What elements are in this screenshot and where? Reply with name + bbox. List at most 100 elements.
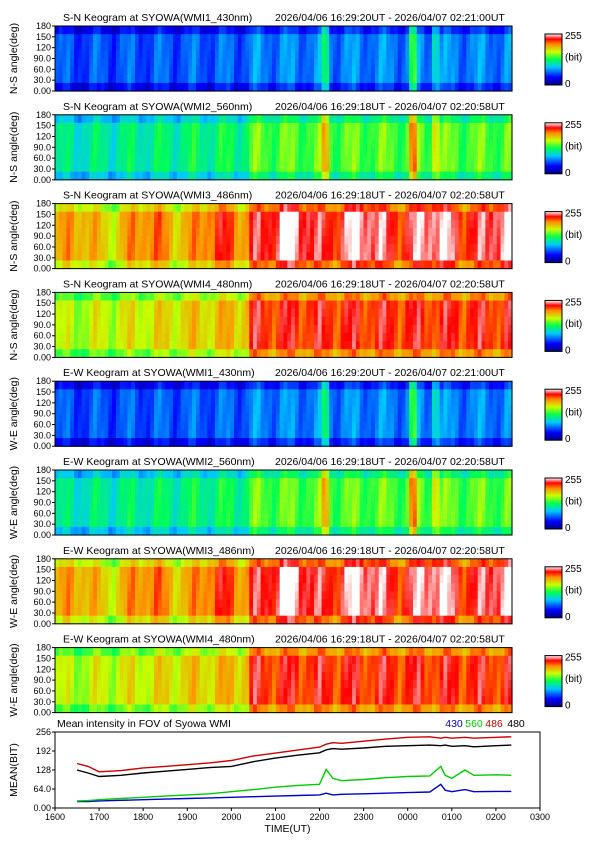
keogram-pixel xyxy=(150,82,155,92)
keogram-pixel xyxy=(492,300,498,310)
keogram-pixel xyxy=(245,139,250,148)
keogram-pixel xyxy=(66,252,71,262)
keogram-pixel xyxy=(115,203,121,213)
keogram-pixel xyxy=(367,131,372,140)
keogram-pixel xyxy=(287,219,292,229)
keogram-pixel xyxy=(233,381,239,390)
keogram-pixel xyxy=(74,518,79,528)
keogram-pixel xyxy=(470,316,475,326)
keogram-pixel xyxy=(355,58,361,68)
keogram-pixel xyxy=(340,66,346,76)
keogram-pixel xyxy=(390,211,395,221)
keogram-pixel xyxy=(409,227,414,237)
keogram-pixel xyxy=(154,26,159,35)
keogram-pixel xyxy=(355,139,361,148)
keogram-pixel xyxy=(477,227,483,237)
keogram-pixel xyxy=(58,486,64,495)
keogram-pixel xyxy=(70,381,75,390)
keogram-pixel xyxy=(115,300,121,310)
keogram-pixel xyxy=(393,429,399,439)
keogram-pixel xyxy=(291,122,296,132)
keogram-pixel xyxy=(55,155,60,165)
keogram-pixel xyxy=(291,381,296,390)
keogram-pixel xyxy=(485,203,490,213)
keogram-pixel xyxy=(397,244,403,253)
keogram-pixel xyxy=(237,405,243,415)
keogram-pixel xyxy=(321,74,326,84)
keogram-pixel xyxy=(363,308,368,318)
keogram-pixel xyxy=(473,50,479,60)
keogram-pixel xyxy=(428,413,433,423)
keogram-pixel xyxy=(211,139,216,148)
keogram-pixel xyxy=(264,252,269,262)
keogram-pixel xyxy=(420,236,426,245)
keogram-pixel xyxy=(359,421,365,431)
keogram-pixel xyxy=(508,155,513,165)
keogram-pixel xyxy=(409,219,414,229)
keogram-pixel xyxy=(199,34,205,43)
keogram-pixel xyxy=(409,66,414,76)
keogram-pixel xyxy=(382,244,387,253)
keogram-pixel xyxy=(317,58,323,68)
y-tick-label: 150 xyxy=(36,387,51,397)
keogram-pixel xyxy=(489,26,494,35)
keogram-pixel xyxy=(218,292,224,302)
keogram-pixel xyxy=(340,147,346,157)
keogram-pixel xyxy=(93,147,98,157)
keogram-pixel xyxy=(321,50,326,60)
keogram-pixel xyxy=(146,219,151,229)
keogram-pixel xyxy=(466,227,471,237)
keogram-pixel xyxy=(115,42,121,51)
keogram-pixel xyxy=(390,308,395,318)
keogram-pixel xyxy=(310,131,315,140)
keogram-pixel xyxy=(294,308,300,318)
keogram-pixel xyxy=(108,397,113,407)
keogram-pixel xyxy=(428,308,433,318)
keogram-pixel xyxy=(374,292,380,302)
keogram-pixel xyxy=(302,438,307,447)
keogram-pixel xyxy=(104,211,109,221)
keogram-pixel xyxy=(428,405,433,415)
keogram-pixel xyxy=(329,155,334,165)
keogram-pixel xyxy=(355,421,361,431)
keogram-pixel xyxy=(66,518,71,528)
keogram-pixel xyxy=(241,219,247,229)
keogram-pixel xyxy=(226,203,231,213)
keogram-pixel xyxy=(409,341,414,350)
keogram-pixel xyxy=(176,236,182,245)
keogram-pixel xyxy=(218,244,224,253)
keogram-pixel xyxy=(85,131,90,140)
keogram-pixel xyxy=(386,389,391,399)
keogram-pixel xyxy=(188,155,193,165)
keogram-pixel xyxy=(340,163,346,173)
keogram-pixel xyxy=(154,58,159,68)
keogram-pixel xyxy=(371,316,376,326)
keogram-pixel xyxy=(279,203,285,213)
keogram-pixel xyxy=(237,324,243,334)
keogram-pixel xyxy=(134,308,140,318)
keogram-pixel xyxy=(93,203,98,213)
keogram-pixel xyxy=(397,171,403,181)
keogram-pixel xyxy=(184,147,189,157)
keogram-pixel xyxy=(412,139,418,148)
keogram-pixel xyxy=(416,236,422,245)
keogram-pixel xyxy=(66,502,71,512)
keogram-pixel xyxy=(470,405,475,415)
keogram-pixel xyxy=(333,114,338,124)
keogram-pixel xyxy=(89,324,94,334)
keogram-pixel xyxy=(378,244,384,253)
keogram-pixel xyxy=(424,316,429,326)
keogram-pixel xyxy=(211,333,216,342)
keogram-pixel xyxy=(142,26,147,35)
keogram-pixel xyxy=(253,42,258,51)
keogram-pixel xyxy=(123,171,128,181)
keogram-title: S-N Keogram at SYOWA(WMI4_480nm) xyxy=(63,278,252,290)
keogram-pixel xyxy=(336,438,342,447)
keogram-pixel xyxy=(81,413,87,423)
keogram-pixel xyxy=(74,397,79,407)
keogram-pixel xyxy=(66,308,71,318)
keogram-pixel xyxy=(66,244,71,253)
keogram-pixel xyxy=(138,292,144,302)
keogram-pixel xyxy=(477,421,483,431)
keogram-pixel xyxy=(279,147,285,157)
